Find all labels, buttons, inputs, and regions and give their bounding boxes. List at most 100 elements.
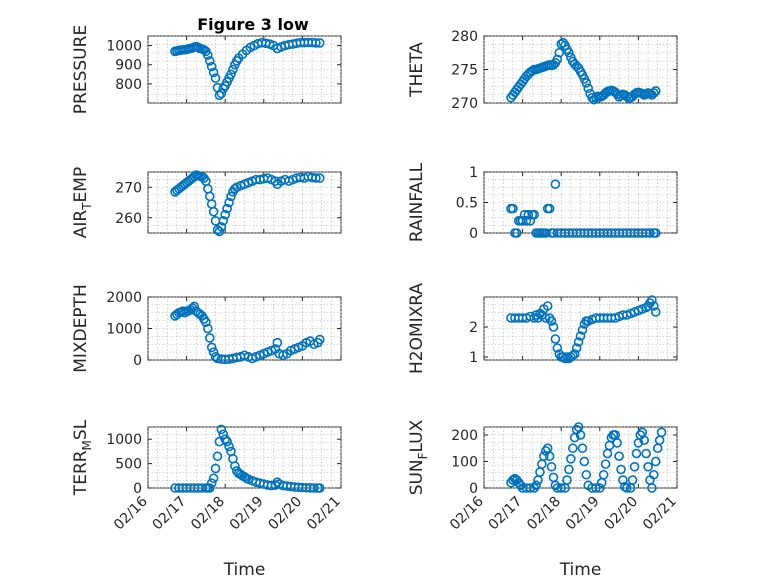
data-point	[550, 334, 561, 344]
data-point	[531, 480, 541, 491]
subplot-terr_msl: 0 500 1000 TERRMSL 02/1602/1702/1802/1902/20…	[71, 419, 344, 580]
data-point	[591, 483, 601, 493]
data-point	[618, 475, 628, 485]
data-point	[581, 78, 592, 88]
data-point	[643, 461, 653, 472]
data-point	[647, 295, 657, 305]
subplot-air_temp: 260 270 AIRTEMP	[71, 167, 342, 238]
data-point	[208, 67, 219, 78]
subplot-theta: 270 275 280 THETA	[407, 29, 678, 112]
data-point	[577, 325, 588, 335]
y-tick-label: 0	[133, 353, 142, 369]
data-point	[552, 343, 563, 353]
x-tick-label: 02/19	[563, 494, 603, 534]
data-point	[567, 443, 578, 454]
y-axis-label: AIRTEMP	[71, 167, 94, 238]
x-tick-label: 02/17	[150, 494, 190, 534]
data-point	[550, 480, 561, 491]
data-point	[552, 54, 563, 65]
data-point	[546, 316, 557, 326]
y-tick-label: 2	[469, 320, 478, 336]
data-point	[546, 461, 557, 472]
figure-title: Figure 3 low	[197, 15, 309, 34]
subplot-h2omixra: 1 2 H2OMIXRA	[407, 283, 678, 374]
x-tick-label: 02/18	[524, 494, 564, 534]
x-tick-label: 02/20	[601, 494, 641, 534]
data-point	[647, 483, 657, 493]
data-point	[575, 331, 586, 341]
data-point	[201, 317, 211, 328]
x-tick-label: 02/16	[111, 493, 151, 533]
data-point	[214, 226, 225, 237]
subplot-sun_flux: 0 100 200 SUNFLUX 02/1602/1702/1802/1902/200…	[407, 419, 680, 580]
data-point	[523, 209, 534, 220]
y-tick-label: 200	[451, 428, 478, 444]
y-tick-label: 0	[469, 226, 478, 242]
data-point	[620, 481, 630, 492]
data-point	[594, 483, 605, 493]
data-point	[641, 448, 651, 459]
data-point	[567, 350, 578, 361]
x-tick-label: 02/20	[265, 494, 305, 534]
data-point	[203, 50, 213, 60]
x-tick-label: 02/21	[640, 494, 680, 534]
data-point	[208, 206, 219, 217]
data-point	[556, 483, 567, 493]
data-point	[542, 301, 553, 311]
y-tick-label: 100	[451, 454, 478, 470]
y-tick-label: 270	[451, 96, 478, 112]
data-point	[581, 469, 592, 480]
data-point	[218, 429, 229, 440]
data-point	[529, 209, 539, 220]
data-point	[314, 483, 325, 493]
data-point	[575, 430, 586, 440]
data-point	[562, 475, 572, 485]
subplot-mixdepth: 0 1000 2000 MIXDEPTH	[71, 284, 342, 373]
x-tick-label: 02/19	[227, 494, 267, 534]
data-point	[210, 73, 221, 83]
data-point	[616, 464, 626, 475]
data-point	[508, 203, 518, 214]
data-point	[521, 216, 532, 226]
data-point	[627, 475, 638, 485]
data-point	[544, 451, 555, 461]
data-point	[650, 456, 661, 467]
data-point	[314, 334, 325, 345]
y-axis-label: THETA	[407, 42, 427, 98]
y-tick-label: 1000	[106, 432, 142, 448]
data-point	[571, 343, 582, 353]
data-point	[314, 38, 325, 48]
data-point	[226, 69, 236, 80]
data-point	[220, 209, 230, 220]
y-tick-label: 1	[469, 350, 478, 366]
y-tick-label: 275	[451, 63, 478, 79]
data-point	[566, 454, 576, 464]
data-point	[583, 83, 594, 94]
data-point	[569, 349, 580, 359]
data-point	[311, 38, 321, 48]
data-point	[544, 203, 555, 214]
y-axis-label: H2OMIXRA	[407, 283, 427, 374]
data-point	[614, 451, 624, 461]
y-tick-label: 900	[115, 58, 142, 74]
data-point	[579, 456, 590, 467]
data-point	[650, 86, 661, 96]
data-point	[206, 342, 217, 353]
data-point	[508, 475, 518, 485]
data-point	[649, 301, 659, 311]
data-point	[573, 337, 584, 347]
data-point	[639, 435, 649, 446]
y-axis-label: RAINFALL	[407, 162, 427, 242]
data-point	[512, 228, 522, 238]
data-point	[598, 469, 609, 480]
subplot-rainfall: 0 0.5 1 RAINFALL	[407, 162, 678, 242]
data-point	[645, 228, 655, 238]
data-point	[272, 337, 283, 348]
data-point	[622, 483, 632, 493]
y-axis-label: PRESSURE	[71, 25, 91, 114]
data-point	[649, 469, 659, 480]
data-point	[564, 47, 574, 58]
data-point	[554, 47, 565, 58]
data-point	[631, 448, 642, 459]
